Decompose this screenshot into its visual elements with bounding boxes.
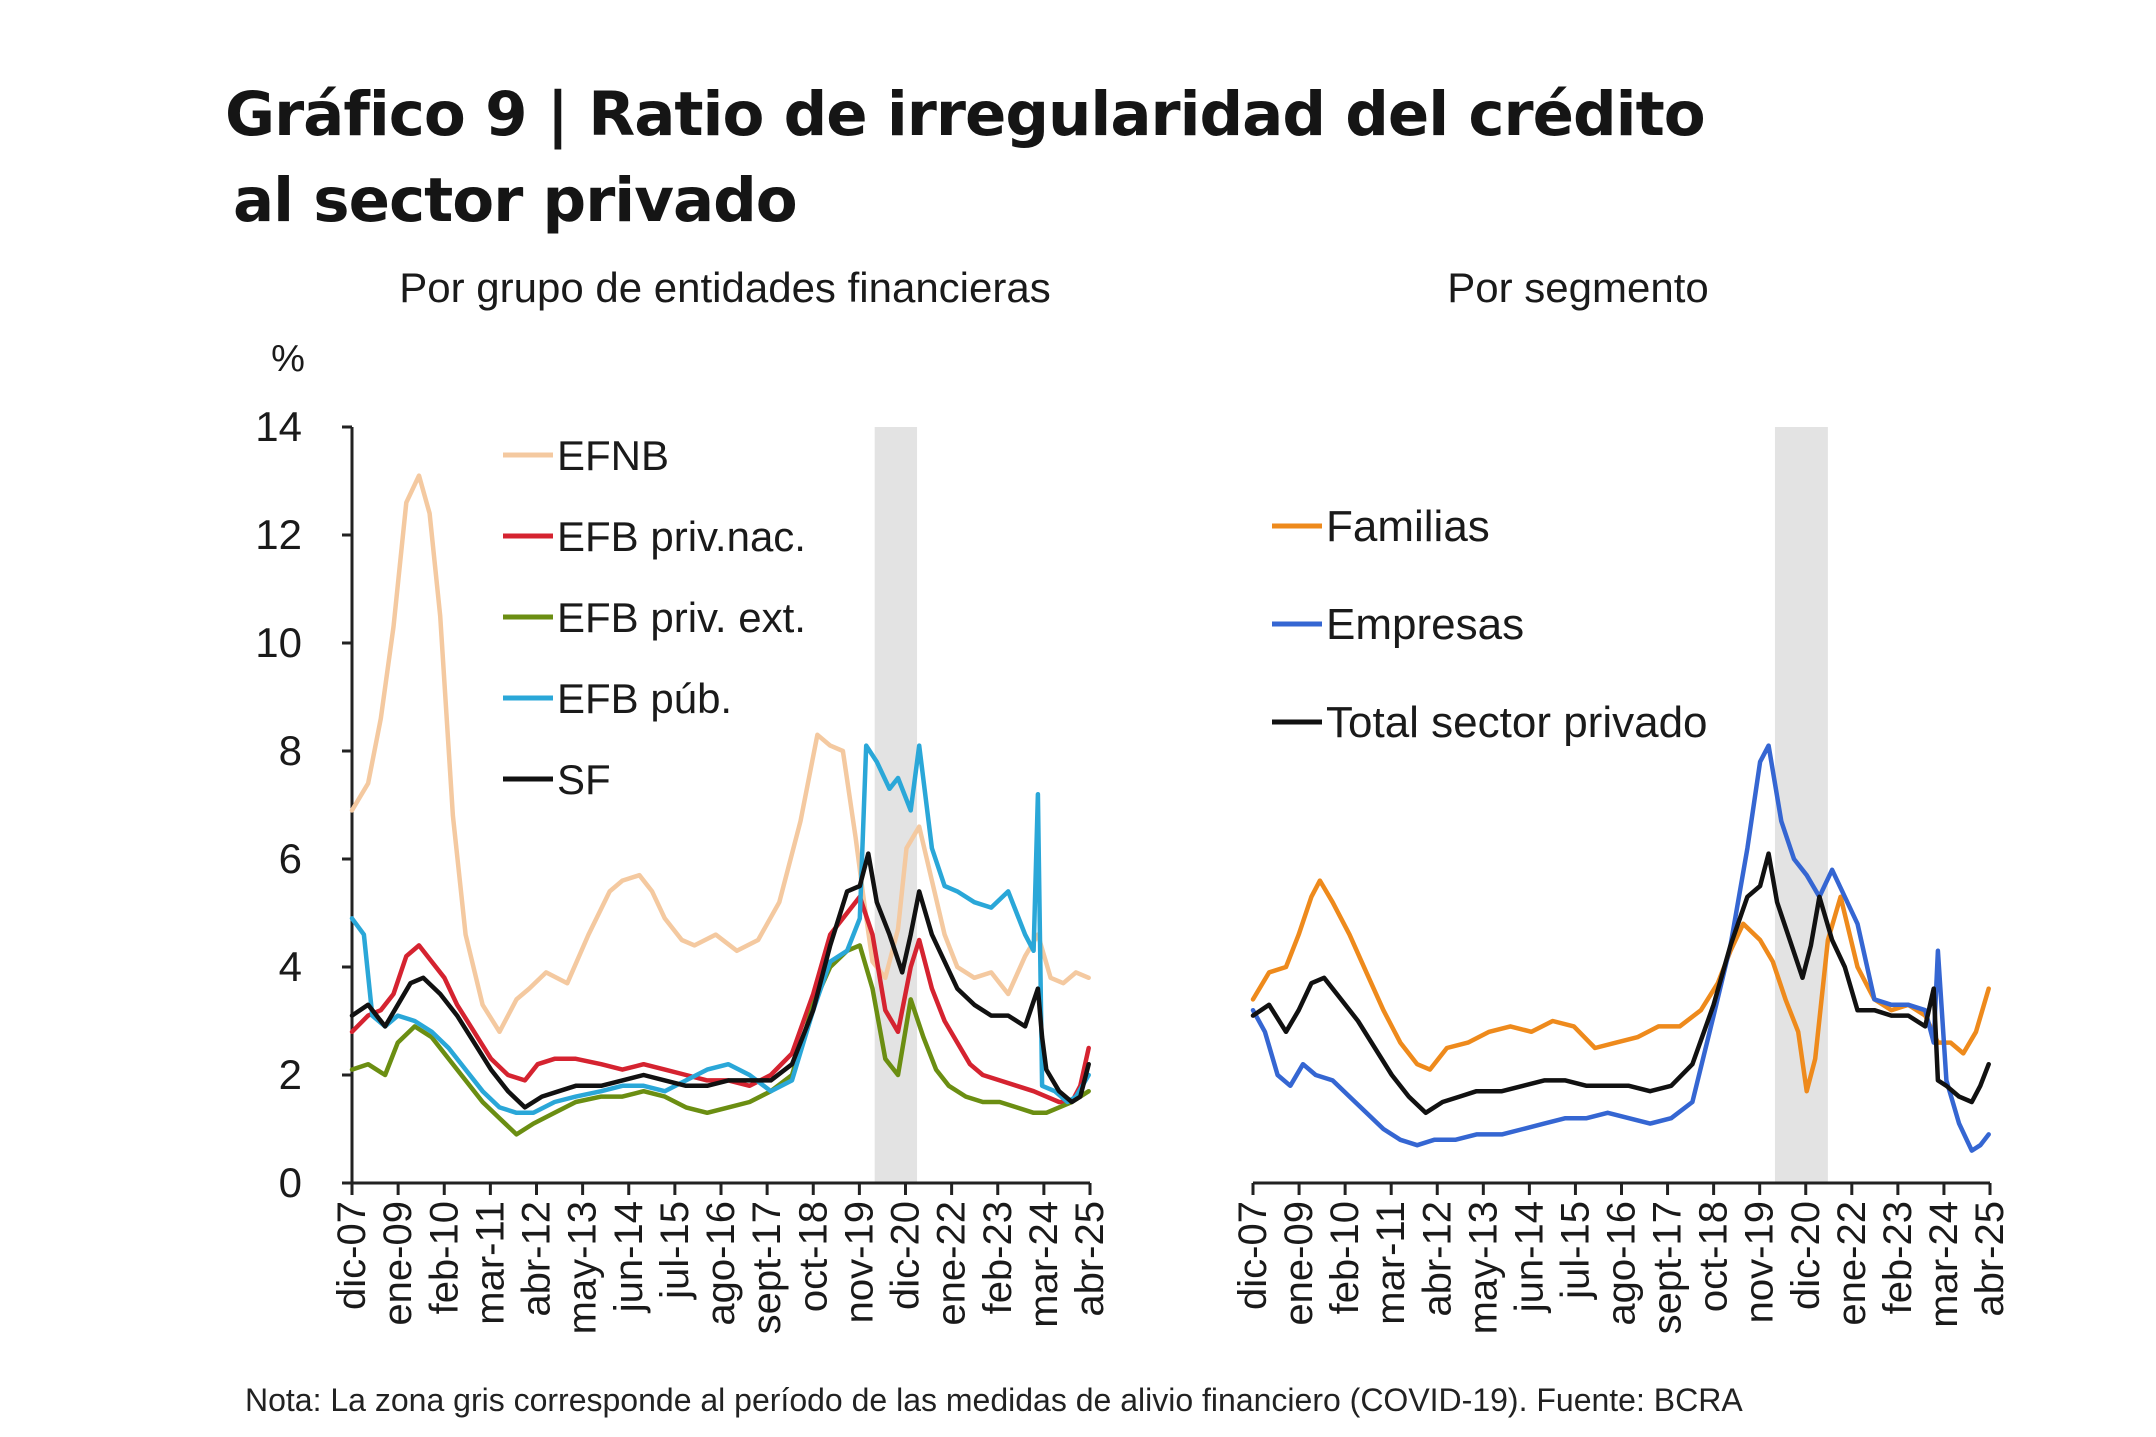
right-x-tick-label: jul-15 <box>1553 1201 1597 1300</box>
right-x-tick-label: mar-24 <box>1922 1201 1966 1328</box>
left-x-tick-label: abr-12 <box>515 1201 559 1317</box>
left-y-tick-label: 8 <box>279 727 302 774</box>
left-x-tick-label: nov-19 <box>837 1201 881 1323</box>
left-series-line-1 <box>349 894 1091 1105</box>
right-x-tick-label: may-13 <box>1461 1201 1505 1334</box>
right-x-tick-label: feb-10 <box>1323 1201 1367 1314</box>
chart-title: Gráfico 9 | Ratio de irregularidad del c… <box>225 72 1706 244</box>
left-x-tick-label: abr-25 <box>1068 1201 1112 1317</box>
right-x-tick-label: mar-11 <box>1369 1201 1413 1325</box>
right-x-tick-label: sept-17 <box>1646 1201 1690 1334</box>
footnote: Nota: La zona gris corresponde al períod… <box>245 1382 1743 1418</box>
left-series-line-4 <box>349 851 1091 1110</box>
left-series-line-2 <box>349 943 1091 1137</box>
right-x-tick-label: jun-14 <box>1507 1201 1551 1313</box>
left-x-tick-label: dic-07 <box>330 1201 374 1310</box>
right-x-tick-label: abr-12 <box>1415 1201 1459 1317</box>
left-y-tick-label: 4 <box>279 943 302 990</box>
left-legend: EFNB EFB priv.nac. EFB priv. ext. EFB púb. S… <box>503 432 806 803</box>
left-x-tick-label: feb-23 <box>976 1201 1020 1314</box>
left-panel: 0 2 4 6 8 10 12 14 dic-07 ene-09 feb-10 mar-11 abr-1… <box>255 403 1112 1334</box>
left-x-tick-label: may-13 <box>561 1201 605 1334</box>
left-legend-label: EFB priv.nac. <box>557 513 806 560</box>
left-y-tick-label: 0 <box>279 1159 302 1206</box>
left-x-tick-label: mar-24 <box>1022 1201 1066 1328</box>
y-axis-unit-label: % <box>271 338 305 380</box>
right-x-tick-label: ago-16 <box>1600 1201 1644 1326</box>
left-x-tick-label: mar-11 <box>468 1201 512 1325</box>
right-series-line-0 <box>1250 878 1991 1094</box>
chart-title-line2: al sector privado <box>233 165 798 236</box>
left-y-tick-label: 12 <box>255 511 302 558</box>
right-x-tick-label: abr-25 <box>1968 1201 2012 1317</box>
left-series-line-3 <box>349 743 1091 1116</box>
left-x-tick-label: ago-16 <box>699 1201 743 1326</box>
chart-title-line1: Gráfico 9 | Ratio de irregularidad del c… <box>225 79 1706 150</box>
right-x-tick-label: feb-23 <box>1876 1201 1920 1314</box>
right-x-tick-label: ene-09 <box>1277 1201 1321 1326</box>
right-x-tick-label: nov-19 <box>1738 1201 1782 1323</box>
right-x-tick-label: ene-22 <box>1830 1201 1874 1326</box>
left-y-tick-label: 14 <box>255 403 302 450</box>
left-x-tick-label: sept-17 <box>745 1201 789 1334</box>
left-x-tick-label: jun-14 <box>607 1201 651 1313</box>
left-x-tick-label: ene-22 <box>930 1201 974 1326</box>
left-x-tick-label: jul-15 <box>653 1201 697 1300</box>
left-x-tick-label: ene-09 <box>376 1201 420 1326</box>
right-legend: Familias Empresas Total sector privado <box>1272 502 1708 747</box>
left-legend-label: SF <box>557 756 611 803</box>
left-x-tick-label: oct-18 <box>791 1201 835 1312</box>
left-panel-subtitle: Por grupo de entidades financieras <box>399 264 1050 311</box>
right-panel: dic-07 ene-09 feb-10 mar-11 abr-12 may-13 jun-… <box>1231 427 2012 1334</box>
left-legend-label: EFB priv. ext. <box>557 594 806 641</box>
right-x-tick-label: dic-07 <box>1231 1201 1275 1310</box>
left-x-tick-label: dic-20 <box>884 1201 928 1310</box>
left-legend-label: EFNB <box>557 432 669 479</box>
left-x-tick-label: feb-10 <box>422 1201 466 1314</box>
left-y-tick-label: 6 <box>279 835 302 882</box>
left-legend-label: EFB púb. <box>557 675 732 722</box>
right-series-line-1 <box>1250 743 1991 1153</box>
left-y-tick-label: 2 <box>279 1051 302 1098</box>
right-x-tick-label: oct-18 <box>1692 1201 1736 1312</box>
right-x-tick-label: dic-20 <box>1784 1201 1828 1310</box>
right-legend-label: Familias <box>1326 502 1490 551</box>
left-series-line-0 <box>349 473 1091 1035</box>
left-y-tick-label: 10 <box>255 619 302 666</box>
right-legend-label: Total sector privado <box>1326 698 1708 747</box>
right-legend-label: Empresas <box>1326 600 1524 649</box>
right-series-line-2 <box>1250 851 1991 1116</box>
right-panel-subtitle: Por segmento <box>1447 264 1708 311</box>
